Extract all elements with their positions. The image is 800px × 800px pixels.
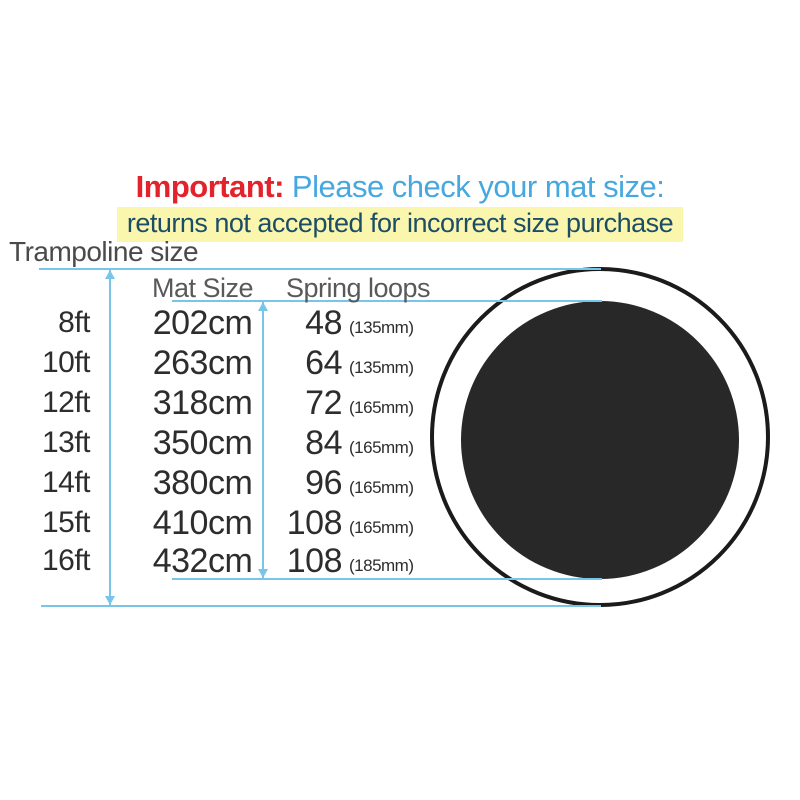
trampoline-size-cell: 8ft xyxy=(58,306,90,339)
notice-line1: Important: Please check your mat size: xyxy=(0,170,800,204)
inner-dimension-line-vertical xyxy=(262,302,264,578)
col-header-spring-loops: Spring loops xyxy=(285,273,431,303)
trampoline-size-cell: 12ft xyxy=(41,386,91,419)
spring-loops-count: 64 xyxy=(305,344,342,382)
spring-loops-count: 72 xyxy=(305,384,342,422)
spring-loops-count: 108 xyxy=(286,542,343,580)
spring-length-cell: (185mm) xyxy=(349,556,414,575)
spring-length-cell: (135mm) xyxy=(349,318,414,337)
spring-loops-count: 96 xyxy=(305,464,342,502)
outer-dimension-line-top xyxy=(39,268,601,270)
table-row: 16ft 432cm 108 (185mm) xyxy=(0,541,460,581)
outer-dimension-line-bottom xyxy=(41,605,601,607)
table-caption: Trampoline size xyxy=(9,236,199,267)
spring-length-cell: (165mm) xyxy=(349,438,414,457)
trampoline-size-cell: 14ft xyxy=(41,466,91,499)
arrow-up-icon xyxy=(258,302,268,311)
spring-loops-count: 48 xyxy=(305,304,342,342)
col-header-mat-size: Mat Size xyxy=(151,273,254,303)
arrow-down-icon xyxy=(258,569,268,578)
notice-important-label: Important: xyxy=(135,169,285,204)
spring-loops-count: 108 xyxy=(286,504,343,542)
mat-size-cell: 380cm xyxy=(152,464,253,502)
notice-banner: Important: Please check your mat size: re… xyxy=(0,170,800,242)
returns-warning: returns not accepted for incorrect size … xyxy=(116,207,684,242)
mat-size-cell: 318cm xyxy=(152,384,253,422)
spring-loops-count: 84 xyxy=(305,424,342,462)
spring-length-cell: (165mm) xyxy=(349,478,414,497)
arrow-up-icon xyxy=(105,270,115,279)
trampoline-size-cell: 13ft xyxy=(41,426,91,459)
table-row: 15ft 410cm 108 (165mm) xyxy=(0,503,460,543)
mat-size-cell: 202cm xyxy=(152,304,253,342)
table-row: 8ft 202cm 48 (135mm) xyxy=(0,303,460,343)
mat-size-cell: 410cm xyxy=(152,504,253,542)
inner-dimension-line-top xyxy=(172,300,602,302)
spring-length-cell: (135mm) xyxy=(349,358,414,377)
mat-size-cell: 350cm xyxy=(152,424,253,462)
table-row: 14ft 380cm 96 (165mm) xyxy=(0,463,460,503)
arrow-down-icon xyxy=(105,596,115,605)
mat-illustration-surface xyxy=(461,301,739,579)
trampoline-size-cell: 10ft xyxy=(41,346,91,379)
table-row: 10ft 263cm 64 (135mm) xyxy=(0,343,460,383)
mat-size-cell: 432cm xyxy=(152,542,253,580)
inner-dimension-line-bottom xyxy=(172,578,602,580)
trampoline-size-cell: 16ft xyxy=(41,544,91,577)
mat-size-cell: 263cm xyxy=(152,344,253,382)
table-row: 13ft 350cm 84 (165mm) xyxy=(0,423,460,463)
outer-dimension-line-vertical xyxy=(109,270,111,605)
spring-length-cell: (165mm) xyxy=(349,398,414,417)
notice-headline: Please check your mat size: xyxy=(291,169,665,204)
spring-length-cell: (165mm) xyxy=(349,518,414,537)
trampoline-size-cell: 15ft xyxy=(41,506,91,539)
table-row: 12ft 318cm 72 (165mm) xyxy=(0,383,460,423)
